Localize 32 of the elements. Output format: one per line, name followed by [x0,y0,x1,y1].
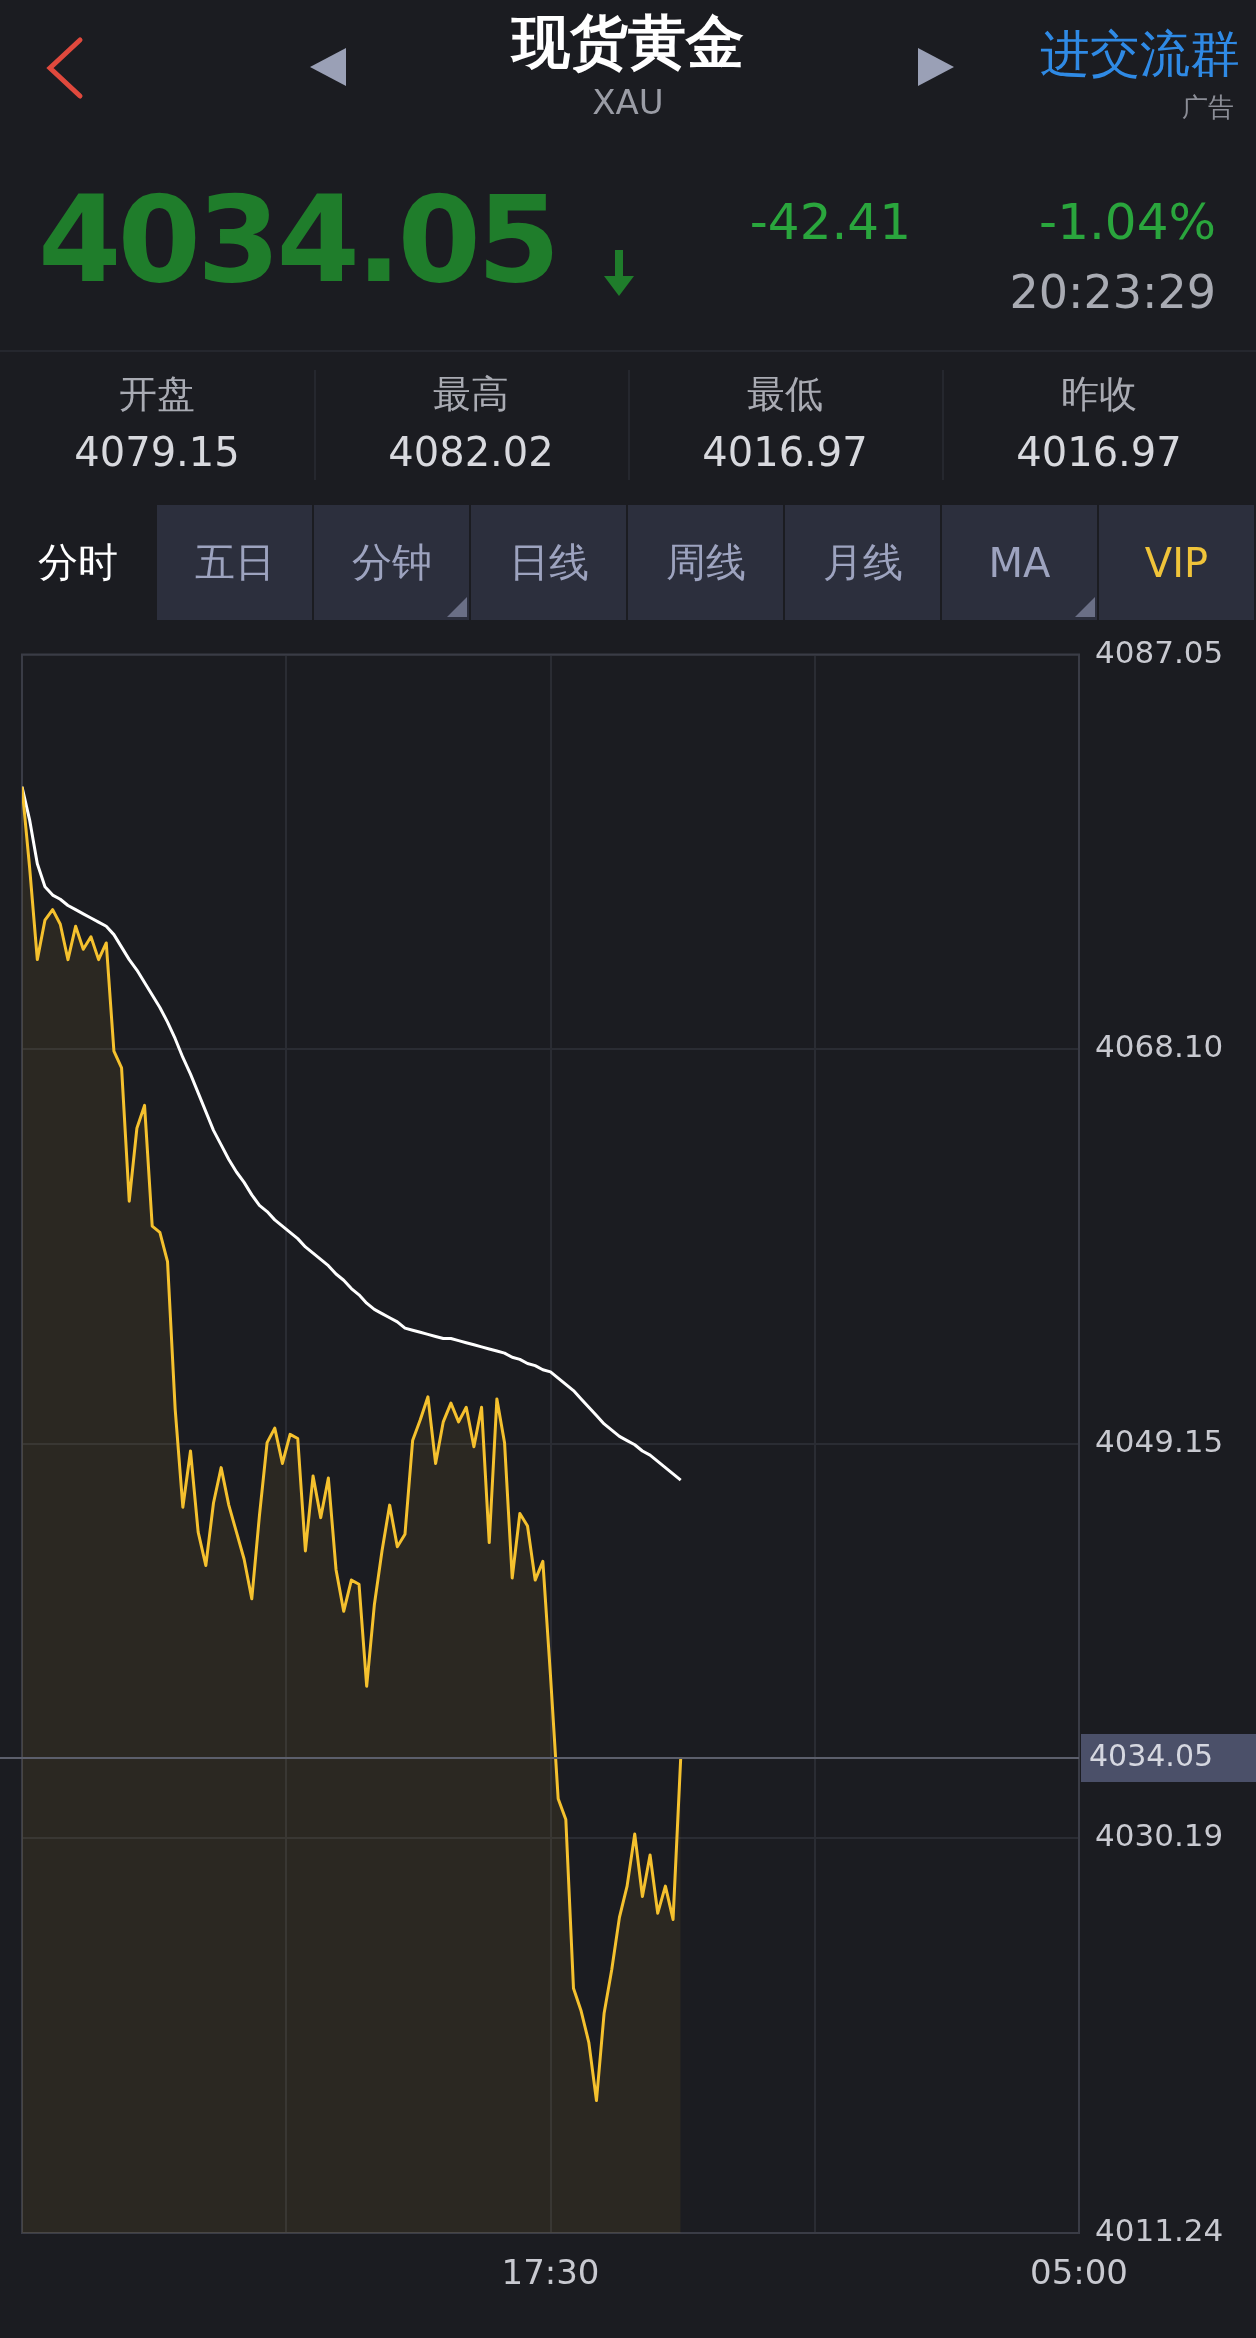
chart-subtitle: XAU [592,82,664,122]
text: 最高 [432,372,510,418]
text: 周线 [628,505,783,620]
text: 广告 [1182,92,1234,124]
text: 月线 [785,505,940,620]
text: 4034.05 [38,169,557,311]
x-tick-label: 17:30 [501,2252,600,2293]
text: -1.04% [1039,192,1216,252]
y-tick-label: 4068.10 [1095,1028,1224,1065]
text: 日线 [471,505,626,620]
x-tick-label: 05:00 [1030,2252,1128,2293]
text: 昨收 [1060,372,1138,418]
text: VIP [1099,505,1254,620]
y-tick-label: 4030.19 [1095,1817,1224,1854]
text: 4082.02 [387,428,555,476]
text: 20:23:29 [1009,265,1216,321]
ref-line-label: 4034.05 [1089,1737,1214,1773]
text: 4079.15 [73,428,241,476]
text: 4016.97 [1015,428,1183,476]
text: -42.41 [749,192,911,252]
text: 分钟 [314,505,469,620]
text: 分时 [0,505,155,620]
text: 开盘 [118,372,196,418]
text: 4016.97 [701,428,869,476]
y-tick-label: 4049.15 [1095,1422,1224,1459]
chart-title: 现货黄金 [512,8,744,76]
y-tick-label: 4087.05 [1095,633,1224,670]
text: 进交流群 [1040,24,1240,84]
text: 最低 [746,372,824,418]
text: MA [942,505,1097,620]
text: 五日 [157,505,312,620]
y-tick-label: 4011.24 [1095,2212,1224,2249]
